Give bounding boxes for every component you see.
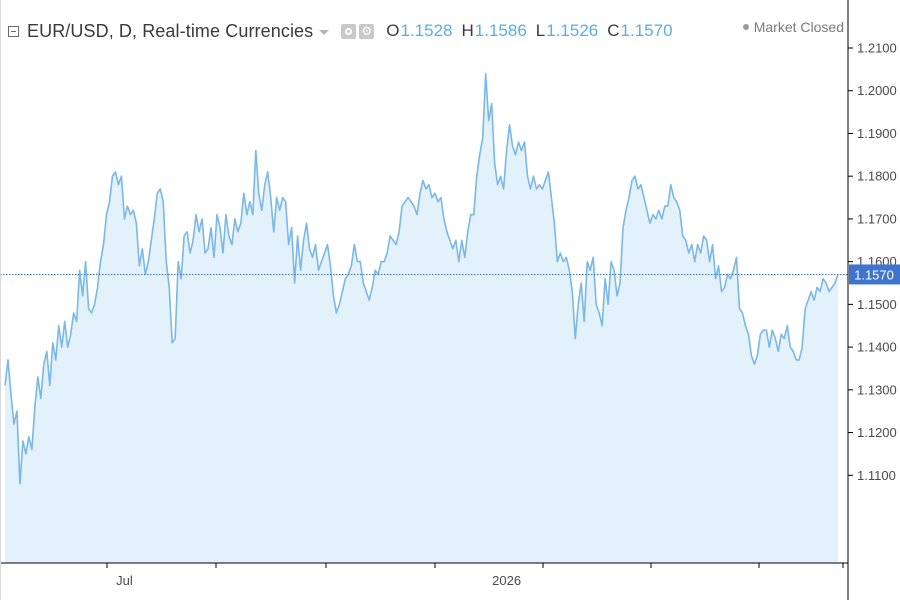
price-tick-label: 1.1500 <box>857 297 897 312</box>
caret-down-icon[interactable] <box>319 29 330 35</box>
minus-square-icon[interactable] <box>8 25 19 37</box>
price-tick-label: 1.1200 <box>857 425 897 440</box>
low-value: 1.1526 <box>546 21 599 40</box>
price-tick-label: 1.1800 <box>857 169 897 184</box>
status-dot-icon <box>742 24 749 30</box>
price-tick-label: 1.1400 <box>857 340 897 355</box>
time-tick-label: 2026 <box>492 573 521 588</box>
time-axis[interactable]: Jul 2026 <box>106 563 844 588</box>
eye-icon[interactable] <box>341 23 357 39</box>
last-price-label-text: 1.1570 <box>854 267 894 282</box>
eye-icon-pupil <box>345 27 353 35</box>
high-value: 1.1586 <box>474 21 527 40</box>
close-key: C <box>607 21 620 40</box>
time-tick-label: Jul <box>116 573 133 588</box>
low-key: L <box>535 21 546 40</box>
price-tick-label: 1.1100 <box>857 468 896 483</box>
high-key: H <box>461 21 474 40</box>
ohlc-values: O 1.1528 H 1.1586 L 1.1526 C 1.1570 <box>386 21 681 41</box>
market-status: Market Closed <box>742 19 844 35</box>
gear-icon-glyph: ⚙ <box>361 24 373 38</box>
last-price-label: 1.1570 <box>849 264 900 285</box>
price-series-line[interactable] <box>4 72 839 485</box>
price-tick-label: 1.1900 <box>857 126 897 141</box>
last-price-label-background <box>849 264 900 285</box>
price-tick-label: 1.2100 <box>857 41 897 56</box>
price-tick-label: 1.2000 <box>857 83 897 98</box>
close-value: 1.1570 <box>620 21 673 40</box>
open-value: 1.1528 <box>400 21 453 40</box>
market-status-label: Market Closed <box>753 19 844 35</box>
plot-area[interactable] <box>4 72 839 563</box>
gear-icon[interactable]: ⚙ <box>359 23 375 39</box>
open-key: O <box>386 21 400 40</box>
chart-legend: EUR/USD, D, Real-time Currencies ⚙ O 1.15… <box>8 18 682 44</box>
price-tick-label: 1.1300 <box>857 382 897 397</box>
symbol-title[interactable]: EUR/USD, D, Real-time Currencies <box>27 20 314 41</box>
price-tick-label: 1.1700 <box>857 211 897 226</box>
